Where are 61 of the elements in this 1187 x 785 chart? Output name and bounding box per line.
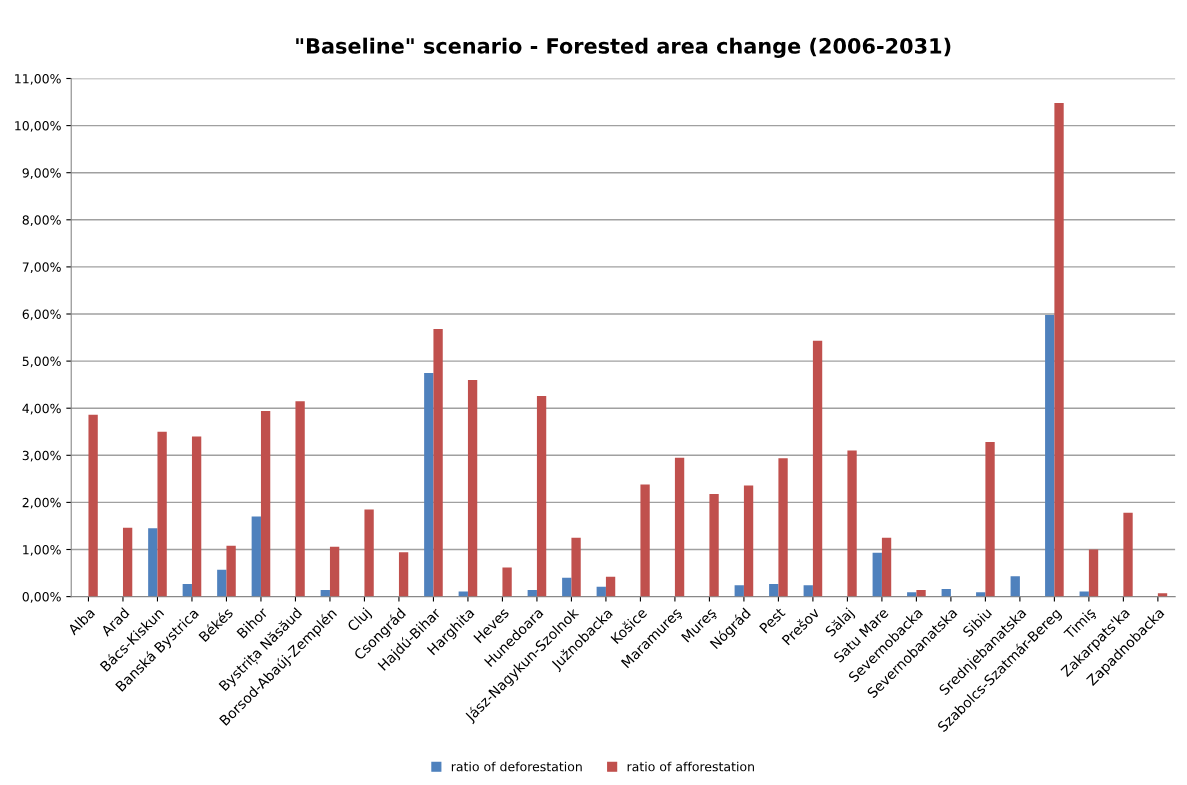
bar: [295, 401, 305, 597]
bar: [226, 545, 236, 597]
bar: [640, 484, 650, 597]
bar: [605, 576, 616, 597]
bar: [502, 567, 512, 597]
bar: [88, 414, 98, 597]
bar: [769, 583, 779, 597]
bar: [985, 442, 995, 597]
bar: [1088, 549, 1099, 597]
y-tick-label: 6,00%: [22, 309, 61, 321]
y-tick-label: 8,00%: [22, 215, 61, 226]
y-tick-label: 0,00%: [22, 592, 61, 603]
bar: [467, 379, 478, 597]
bar: [916, 590, 926, 597]
y-tick-label: 7,00%: [22, 262, 61, 274]
bar: [907, 592, 917, 597]
bar: [778, 458, 788, 597]
bar: [191, 436, 202, 597]
chart-title: "Baseline" scenario - Forested area change (2006-2031): [296, 37, 951, 58]
bar: [1123, 512, 1133, 597]
y-tick-label: 11,00%: [15, 73, 61, 85]
bar: [743, 485, 754, 597]
bar: [803, 585, 813, 597]
bar: [329, 546, 340, 597]
legend-label: ratio of deforestation: [451, 761, 582, 772]
bar: [1010, 576, 1020, 597]
bar: [674, 457, 685, 597]
y-tick-label: 5,00%: [22, 356, 61, 368]
bar: [398, 552, 409, 597]
bar: [709, 493, 719, 597]
bar: [976, 592, 986, 597]
bar: [458, 591, 468, 597]
y-tick-label: 2,00%: [22, 497, 61, 509]
bar: [157, 431, 167, 597]
bar: [1079, 591, 1089, 597]
bar: [872, 552, 882, 597]
bar: [364, 509, 374, 597]
bar: [812, 340, 823, 597]
bar: [1045, 314, 1055, 597]
bar: [260, 411, 271, 597]
bar: [571, 537, 581, 597]
y-tick-label: 10,00%: [15, 121, 61, 132]
bar: [1054, 102, 1064, 597]
bar: [562, 577, 572, 597]
bar: [251, 516, 261, 597]
bar: [881, 537, 892, 597]
bar: [424, 372, 434, 597]
y-tick-label: 9,00%: [22, 168, 61, 179]
bar: [433, 329, 443, 597]
bar: [941, 589, 951, 597]
bar: [148, 528, 158, 597]
y-tick-label: 3,00%: [22, 450, 61, 462]
bar: [734, 585, 744, 597]
legend-label: ratio of afforestation: [627, 761, 754, 772]
bar: [536, 395, 547, 597]
y-tick-label: 4,00%: [22, 403, 61, 415]
y-tick-label: 1,00%: [23, 544, 61, 556]
bar: [847, 450, 857, 597]
bar: [217, 569, 227, 597]
bar: [182, 583, 192, 597]
bar: [122, 527, 133, 597]
